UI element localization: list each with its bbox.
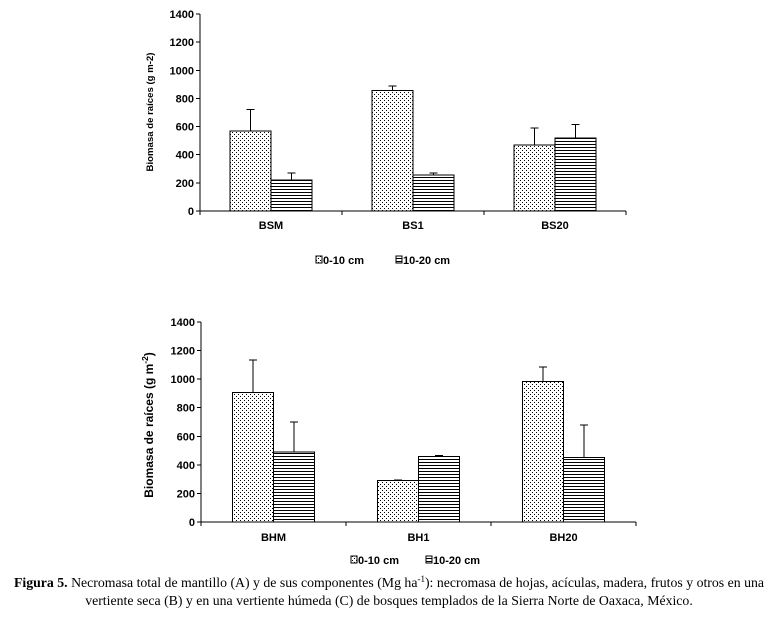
legend-label-10-20-cm: 10-20 cm xyxy=(433,555,480,567)
category-label-bh20: BH20 xyxy=(549,532,577,544)
legend: 0-10 cm 10-20 cm xyxy=(315,255,450,267)
y-axis-title-part: ) xyxy=(145,53,156,56)
caption-superscript: -1 xyxy=(417,574,425,584)
y-axis-title: Biomasa de raíces (g m-2) xyxy=(145,53,156,172)
y-tick-label: 1000 xyxy=(170,65,194,77)
bar-bsm-0-10-cm xyxy=(229,130,272,212)
bar-bh1-10-20-cm xyxy=(418,455,460,523)
y-tick-label: 1200 xyxy=(171,346,195,358)
y-axis-title-part: -2 xyxy=(145,56,156,65)
error-bar-bh1-0-10-cm xyxy=(394,479,402,481)
y-tick-label: 1400 xyxy=(170,9,194,21)
error-bar-bh1-10-20-cm xyxy=(435,455,443,457)
error-bar-bhm-10-20-cm xyxy=(290,421,298,452)
chart-a: 0 200 400 600 800 1000 1200 1400 BSM BS1 BS20 0-10 … xyxy=(145,9,627,267)
caption-label: Figura 5. xyxy=(13,575,68,590)
y-tick-label: 1000 xyxy=(171,374,195,386)
legend-swatch-10-20-cm xyxy=(395,255,403,264)
error-bar-bs20-0-10-cm xyxy=(530,127,539,145)
caption-line-2: vertiente seca (B) y en una vertiente hú… xyxy=(0,592,778,610)
y-tick-label: 800 xyxy=(176,93,194,105)
y-tick-label: 600 xyxy=(176,122,194,134)
category-label-bhm: BHM xyxy=(261,532,286,544)
figure-caption: Figura 5. Necromasa total de mantillo (A… xyxy=(0,574,778,610)
y-tick-label: 1400 xyxy=(171,317,195,329)
legend-swatch-0-10-cm xyxy=(350,555,358,564)
y-tick-label: 1200 xyxy=(170,37,194,49)
bar-bhm-0-10-cm xyxy=(232,392,274,523)
category-label-bsm: BSM xyxy=(259,220,283,232)
y-tick-label: 800 xyxy=(177,403,195,415)
error-bar-bhm-0-10-cm xyxy=(249,359,257,393)
y-tick-label: 400 xyxy=(177,460,195,472)
legend-label-0-10-cm: 0-10 cm xyxy=(323,255,364,267)
y-axis-title-part: Biomasa de raíces (g m xyxy=(142,364,156,498)
y-tick-label: 200 xyxy=(177,488,195,500)
y-tick-label: 200 xyxy=(176,178,194,190)
category-label-bs1: BS1 xyxy=(402,220,423,232)
category-label-bh1: BH1 xyxy=(407,532,429,544)
bar-bh20-10-20-cm xyxy=(563,457,605,523)
error-bar-bh20-0-10-cm xyxy=(539,366,547,382)
y-axis-title: Biomasa de raíces (g m-2) xyxy=(140,352,156,498)
bar-bs1-0-10-cm xyxy=(371,90,414,212)
bar-bsm-10-20-cm xyxy=(270,179,313,212)
y-axis-title-part: Biomasa de raíces (g m xyxy=(145,64,156,171)
error-bar-bsm-0-10-cm xyxy=(246,109,255,131)
legend-label-10-20-cm: 10-20 cm xyxy=(403,255,450,267)
caption-text-1: Necromasa total de mantillo (A) y de sus… xyxy=(71,575,418,590)
caption-text-3: vertiente seca (B) y en una vertiente hú… xyxy=(85,593,693,608)
y-tick-label: 0 xyxy=(189,517,195,529)
error-bar-bs20-10-20-cm xyxy=(571,123,580,138)
bar-bh20-0-10-cm xyxy=(522,380,564,523)
y-axis-title-part: ) xyxy=(142,352,156,356)
caption-line-1: Figura 5. Necromasa total de mantillo (A… xyxy=(0,574,778,592)
legend: 0-10 cm 10-20 cm xyxy=(350,555,480,567)
error-bar-bs1-0-10-cm xyxy=(388,85,397,91)
bar-bs1-10-20-cm xyxy=(412,174,455,212)
figure-charts: 0 200 400 600 800 1000 1200 1400 BSM BS1 BS20 0-10 … xyxy=(140,9,637,567)
chart-b: 0 200 400 600 800 1000 1200 1400 BHM BH1 BH20 0-10 … xyxy=(140,317,637,567)
error-bar-bh20-10-20-cm xyxy=(580,424,588,458)
bar-bh1-0-10-cm xyxy=(377,480,419,523)
y-tick-label: 400 xyxy=(176,150,194,162)
legend-swatch-0-10-cm xyxy=(315,255,323,264)
legend-swatch-10-20-cm xyxy=(425,555,433,564)
y-tick-label: 0 xyxy=(188,206,194,218)
legend-label-0-10-cm: 0-10 cm xyxy=(358,555,399,567)
error-bar-bsm-10-20-cm xyxy=(287,172,296,181)
y-tick-label: 600 xyxy=(177,431,195,443)
y-axis-title-part: -2 xyxy=(140,356,150,364)
error-bar-bs1-10-20-cm xyxy=(429,172,438,176)
bar-bs20-0-10-cm xyxy=(513,144,556,212)
category-label-bs20: BS20 xyxy=(541,220,569,232)
bar-bs20-10-20-cm xyxy=(554,137,597,212)
bar-bhm-10-20-cm xyxy=(273,451,315,523)
caption-text-2: ): necromasa de hojas, acículas, madera,… xyxy=(424,575,765,590)
